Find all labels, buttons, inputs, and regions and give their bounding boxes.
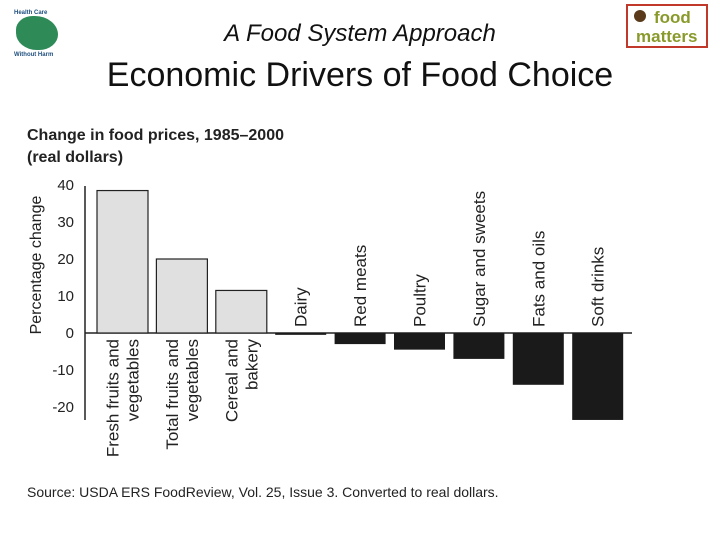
bar (155, 258, 208, 334)
y-tick-label: -20 (52, 399, 74, 416)
bar (334, 333, 386, 345)
chart-title: Change in food prices, 1985–2000 (27, 127, 284, 144)
y-tick-label: -10 (52, 362, 74, 379)
category-label: vegetables (183, 339, 202, 421)
bar (275, 333, 327, 335)
slide-kicker: A Food System Approach (224, 20, 496, 47)
category-label: bakery (242, 339, 261, 391)
y-tick-label: 20 (57, 251, 74, 268)
category-label: Dairy (292, 287, 311, 327)
bar (394, 333, 445, 350)
category-label: Total fruits and (163, 339, 182, 450)
category-label: Sugar and sweets (470, 191, 489, 327)
healthcare-without-harm-logo: Health Care Without Harm (14, 6, 64, 60)
logo-right-word-1: food (654, 8, 691, 27)
bar (215, 289, 268, 334)
bar (96, 189, 149, 334)
category-label: Fats and oils (529, 231, 548, 327)
y-tick-label: 0 (66, 325, 74, 342)
bar (512, 333, 564, 385)
food-matters-logo: food matters (626, 4, 708, 48)
category-label: Red meats (351, 245, 370, 327)
logo-left-text-top: Health Care (14, 10, 48, 16)
bar (572, 333, 624, 420)
chart-subtitle: (real dollars) (27, 149, 123, 166)
bar (453, 333, 505, 359)
y-tick-label: 30 (57, 214, 74, 231)
logo-right-word-2: matters (636, 27, 698, 46)
category-label: vegetables (124, 339, 143, 421)
slide-title: Economic Drivers of Food Choice (106, 56, 614, 94)
y-axis-label: Percentage change (28, 196, 45, 335)
category-label: Soft drinks (589, 247, 608, 327)
y-tick-label: 40 (57, 177, 74, 194)
chart-source-note: Source: USDA ERS FoodReview, Vol. 25, Is… (27, 484, 499, 500)
logo-left-text-bottom: Without Harm (14, 52, 54, 58)
price-change-bar-chart: Change in food prices, 1985–2000 (real d… (27, 127, 632, 457)
category-label: Fresh fruits and (104, 339, 123, 457)
category-label: Poultry (411, 274, 430, 327)
category-label: Cereal and (222, 339, 241, 422)
apple-icon (634, 10, 646, 22)
globe-icon (16, 16, 58, 50)
y-tick-label: 10 (57, 288, 74, 305)
